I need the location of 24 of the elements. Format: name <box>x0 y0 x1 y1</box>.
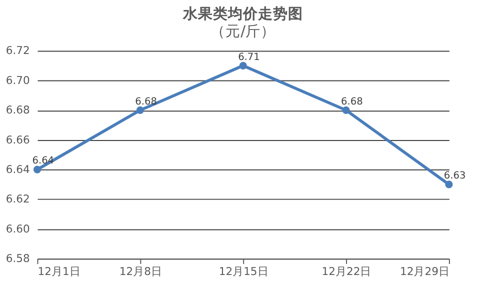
y-tick-label: 6.68 <box>6 104 30 117</box>
point <box>239 62 247 70</box>
y-tick-label: 6.66 <box>6 133 30 146</box>
chart-title: 水果类均价走势图 <box>182 5 304 22</box>
point <box>342 106 350 114</box>
y-tick-label: 6.62 <box>6 192 30 206</box>
chart-subtitle: （元/斤） <box>210 23 276 40</box>
data-label: 6.63 <box>444 170 466 182</box>
point <box>136 106 144 114</box>
x-tick-label: 12月8日 <box>119 264 162 278</box>
data-label: 6.71 <box>238 52 260 63</box>
y-tick-label: 6.60 <box>6 222 30 236</box>
point <box>33 166 42 174</box>
x-tick-label: 12月15日 <box>218 264 268 278</box>
data-label: 6.68 <box>135 96 157 108</box>
x-tick-label: 12月1日 <box>38 264 80 278</box>
y-tick-label: 6.58 <box>6 252 30 266</box>
data-label: 6.68 <box>340 96 363 108</box>
x-tick-label: 12月29日 <box>400 264 450 278</box>
y-tick-label: 6.64 <box>6 162 30 176</box>
point <box>445 180 453 188</box>
y-tick-label: 6.70 <box>6 74 30 87</box>
y-tick-label: 6.72 <box>6 44 30 58</box>
x-tick-label: 12月22日 <box>322 264 372 278</box>
